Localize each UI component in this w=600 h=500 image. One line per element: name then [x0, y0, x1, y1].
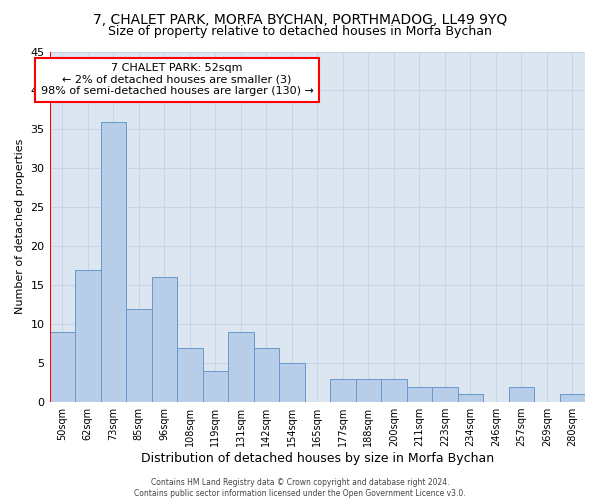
Bar: [177, 348, 203, 402]
Bar: [381, 378, 407, 402]
Bar: [279, 363, 305, 402]
Bar: [50, 332, 75, 402]
Bar: [330, 378, 356, 402]
Bar: [509, 386, 534, 402]
Bar: [458, 394, 483, 402]
Text: Size of property relative to detached houses in Morfa Bychan: Size of property relative to detached ho…: [108, 25, 492, 38]
Bar: [75, 270, 101, 402]
Bar: [407, 386, 432, 402]
Bar: [560, 394, 585, 402]
Bar: [356, 378, 381, 402]
Bar: [228, 332, 254, 402]
Bar: [203, 371, 228, 402]
Text: Contains HM Land Registry data © Crown copyright and database right 2024.
Contai: Contains HM Land Registry data © Crown c…: [134, 478, 466, 498]
X-axis label: Distribution of detached houses by size in Morfa Bychan: Distribution of detached houses by size …: [141, 452, 494, 465]
Text: 7 CHALET PARK: 52sqm
← 2% of detached houses are smaller (3)
98% of semi-detache: 7 CHALET PARK: 52sqm ← 2% of detached ho…: [41, 63, 313, 96]
Bar: [126, 308, 152, 402]
Bar: [254, 348, 279, 402]
Text: 7, CHALET PARK, MORFA BYCHAN, PORTHMADOG, LL49 9YQ: 7, CHALET PARK, MORFA BYCHAN, PORTHMADOG…: [93, 12, 507, 26]
Bar: [152, 278, 177, 402]
Bar: [432, 386, 458, 402]
Bar: [101, 122, 126, 402]
Y-axis label: Number of detached properties: Number of detached properties: [15, 139, 25, 314]
